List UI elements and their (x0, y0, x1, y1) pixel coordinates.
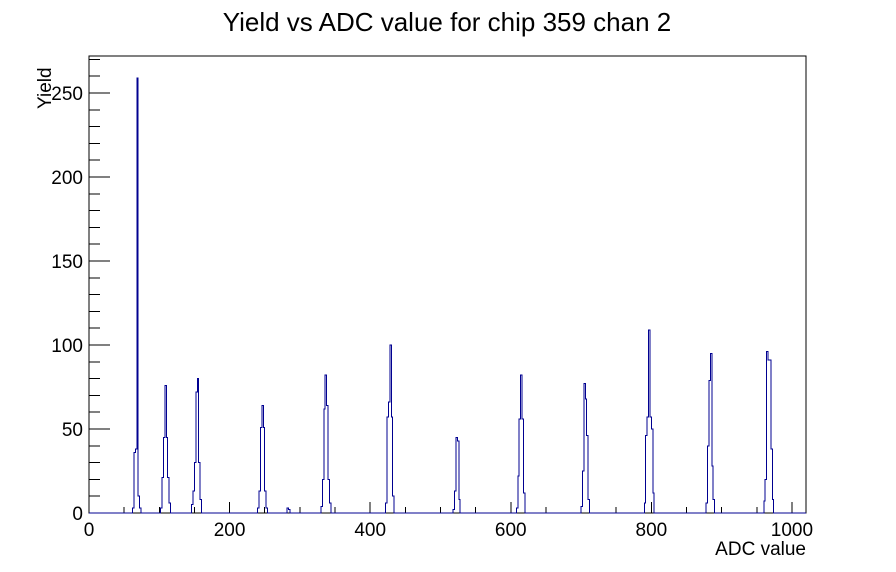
histogram-series (89, 77, 806, 514)
x-tick-label: 800 (636, 520, 668, 541)
y-axis-title: Yield (35, 67, 56, 109)
plot-area: 0 200 400 600 800 1000 0 50 100 150 200 250 (51, 55, 813, 541)
x-tick-label: 600 (495, 520, 527, 541)
x-tick-label: 0 (84, 520, 95, 541)
y-tick-label: 50 (62, 420, 83, 441)
y-tick-label: 250 (51, 84, 83, 105)
axis-frame (88, 55, 807, 514)
y-tick-label: 150 (51, 252, 83, 273)
chart-title: Yield vs ADC value for chip 359 chan 2 (223, 7, 672, 37)
x-tick-label: 400 (354, 520, 386, 541)
y-tick-label: 200 (51, 168, 83, 189)
y-tick-label: 0 (72, 504, 83, 525)
y-tick-label: 100 (51, 336, 83, 357)
x-axis-title: ADC value (715, 539, 806, 560)
x-tick-label: 1000 (771, 520, 813, 541)
x-tick-label: 200 (214, 520, 246, 541)
